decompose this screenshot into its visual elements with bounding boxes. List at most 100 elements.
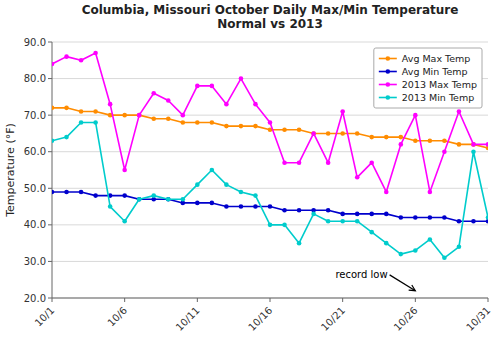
series-point	[239, 124, 244, 129]
x-tick	[124, 298, 125, 302]
annotation: record low	[335, 269, 387, 280]
series-point	[486, 142, 488, 147]
series-point	[311, 131, 316, 136]
series-point	[428, 190, 433, 195]
series-point	[369, 135, 374, 140]
series-point	[93, 51, 98, 56]
grid-line	[52, 261, 488, 262]
series-point	[268, 120, 273, 125]
series-point	[413, 215, 418, 220]
series-point	[64, 190, 69, 195]
series-point	[471, 149, 476, 154]
series-point	[428, 215, 433, 220]
series-point	[210, 168, 215, 173]
legend-marker	[386, 95, 391, 100]
series-line	[52, 53, 488, 192]
series-point	[442, 255, 447, 260]
y-tick	[48, 298, 52, 299]
y-tick	[48, 78, 52, 79]
legend-label: 2013 Max Temp	[402, 79, 477, 90]
x-tick-label: 10/21	[319, 305, 347, 333]
series-point	[340, 131, 345, 136]
series-point	[137, 113, 142, 118]
series-point	[122, 168, 127, 173]
series-point	[137, 197, 142, 202]
series-line	[52, 108, 488, 148]
series-point	[137, 113, 142, 118]
y-tick-label: 80.0	[24, 73, 46, 84]
series-point	[52, 190, 54, 195]
series-point	[79, 109, 84, 114]
y-tick	[48, 261, 52, 262]
series-point	[224, 102, 229, 107]
series-point	[326, 208, 331, 213]
series-point	[369, 230, 374, 235]
series-point	[93, 193, 98, 198]
legend-label: 2013 Min Temp	[402, 92, 474, 103]
series-point	[326, 160, 331, 165]
plot-area	[52, 51, 488, 260]
y-tick-label: 20.0	[24, 293, 46, 304]
series-point	[181, 120, 186, 125]
y-tick-label: 50.0	[24, 183, 46, 194]
y-tick	[48, 42, 52, 43]
series-point	[355, 175, 360, 180]
series-point	[253, 204, 258, 209]
series-point	[384, 212, 389, 217]
title: Normal vs 2013	[217, 17, 323, 31]
series-point	[108, 102, 113, 107]
series-point	[442, 149, 447, 154]
series-point	[93, 120, 98, 125]
y-tick	[48, 151, 52, 152]
legend-marker	[386, 56, 391, 61]
series-point	[282, 208, 287, 213]
series-point	[471, 219, 476, 224]
legend: Avg Max TempAvg Min Temp2013 Max Temp201…	[374, 48, 482, 108]
series-point	[311, 212, 316, 217]
series-point	[311, 131, 316, 136]
series-point	[151, 193, 156, 198]
series-point	[166, 197, 171, 202]
legend-marker	[386, 82, 391, 87]
x-tick	[197, 298, 198, 302]
series-line	[52, 122, 488, 257]
series-point	[52, 62, 54, 67]
x-axis	[52, 298, 488, 299]
series-point	[137, 197, 142, 202]
series-point	[340, 212, 345, 217]
series-point	[457, 142, 462, 147]
series-point	[239, 204, 244, 209]
x-tick-label: 10/6	[105, 305, 129, 329]
series-point	[355, 131, 360, 136]
series-point	[64, 54, 69, 59]
series-point	[282, 223, 287, 228]
series-point	[355, 219, 360, 224]
title: Columbia, Missouri October Daily Max/Min…	[82, 3, 459, 17]
series-point	[384, 135, 389, 140]
series-point	[64, 106, 69, 111]
series-point	[122, 113, 127, 118]
series-point	[413, 113, 418, 118]
y-tick-label: 70.0	[24, 110, 46, 121]
series-point	[428, 237, 433, 242]
series-point	[340, 109, 345, 114]
series-point	[282, 160, 287, 165]
series-point	[442, 215, 447, 220]
grid-line	[52, 298, 488, 299]
series-point	[297, 208, 302, 213]
series-point	[166, 197, 171, 202]
series-point	[239, 190, 244, 195]
series-point	[79, 58, 84, 63]
annotation-arrowhead	[409, 285, 416, 291]
series-point	[239, 76, 244, 81]
series-point	[340, 219, 345, 224]
series-point	[181, 197, 186, 202]
grid-line	[52, 188, 488, 189]
y-axis-label: Temperature (°F)	[4, 123, 17, 218]
y-tick	[48, 115, 52, 116]
series-point	[326, 131, 331, 136]
x-tick-label: 10/26	[392, 305, 420, 333]
y-tick-label: 60.0	[24, 146, 46, 157]
series-point	[297, 160, 302, 165]
series-line	[52, 192, 488, 221]
